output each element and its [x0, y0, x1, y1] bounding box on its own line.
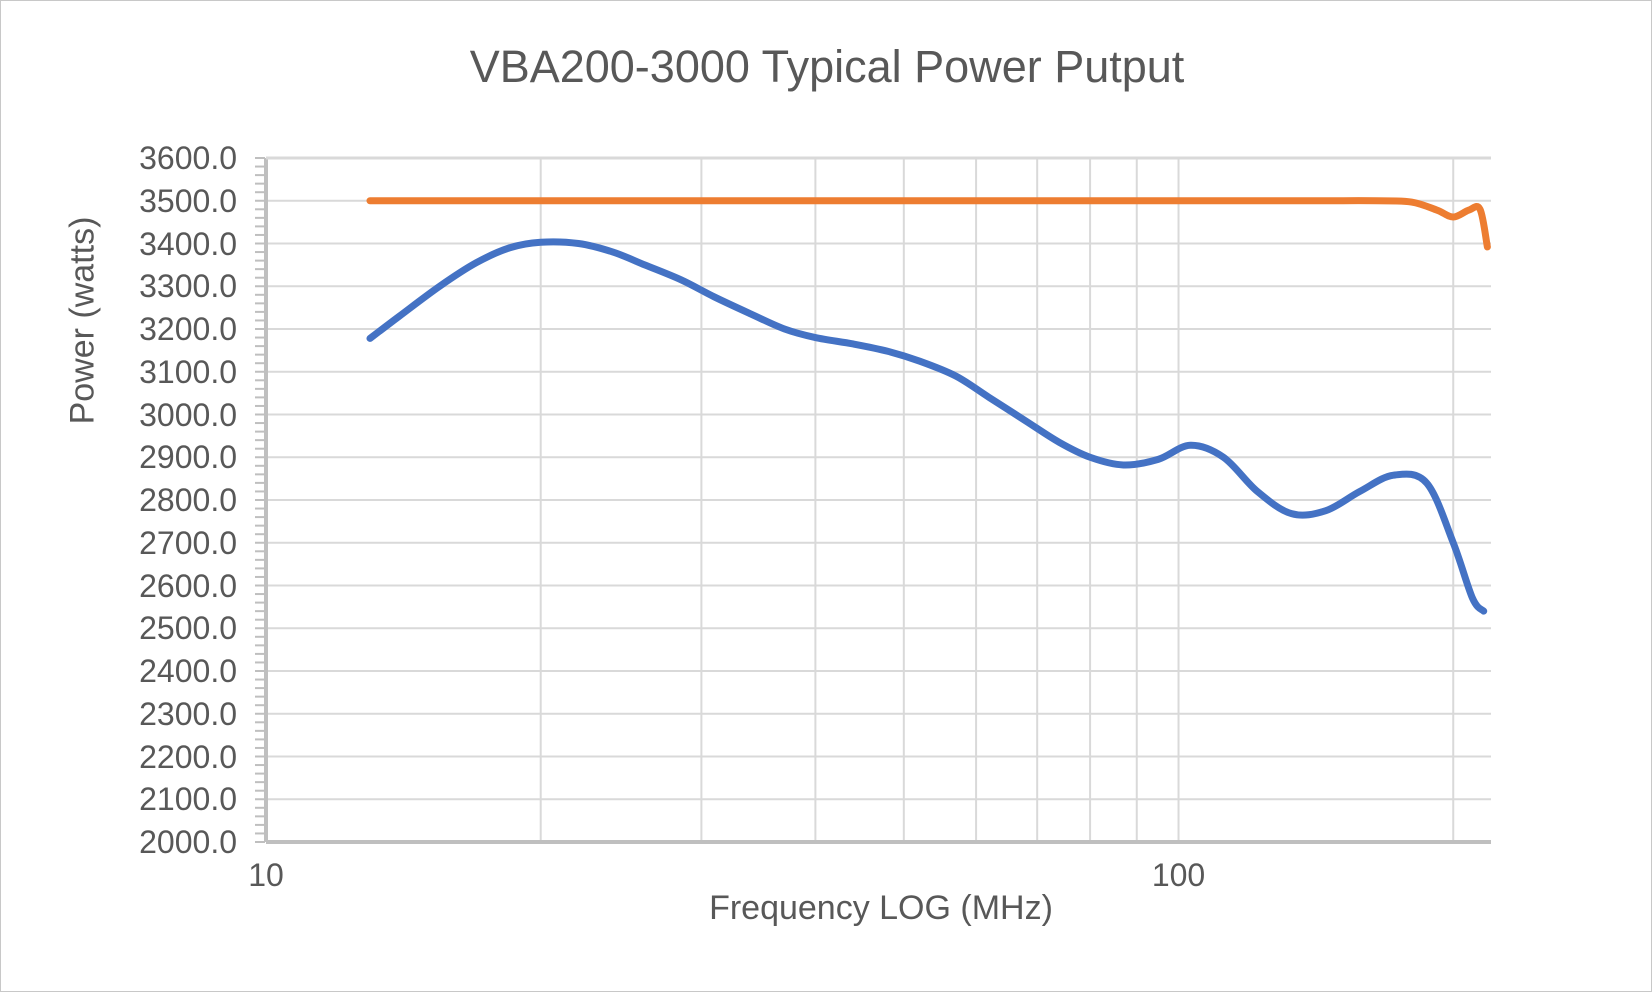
y-axis-tick-label: 2200.0 [139, 738, 237, 775]
y-axis-tick-label: 3600.0 [139, 140, 237, 176]
x-axis-tick-label: 100 [1151, 857, 1206, 893]
horizontal-gridlines [266, 157, 1491, 843]
axis-lines [264, 156, 1491, 844]
vertical-gridlines [539, 158, 1455, 842]
y-axis-tick-label: 2400.0 [139, 653, 237, 689]
y-axis-tick-label: 2600.0 [139, 567, 237, 604]
y-axis-tick-label: 3100.0 [139, 353, 237, 390]
y-axis-tick-label: 3400.0 [139, 225, 237, 262]
y-axis-tick-label: 2300.0 [139, 695, 237, 732]
y-axis-tick-label: 2100.0 [139, 781, 237, 818]
series-line-0 [366, 238, 1488, 615]
x-axis-tick-label: 10 [248, 857, 284, 893]
x-axis-title: Frequency LOG (MHz) [709, 889, 1053, 927]
y-axis-tick-label: 3500.0 [139, 182, 237, 219]
y-axis-tick-labels: 3600.0 3500.0 3400.0 3300.0 3200.0 3100.0 3000… [111, 140, 237, 858]
y-axis-tick-label: 2000.0 [139, 824, 237, 860]
x-axis-tick-labels: 10 100 [1, 859, 1652, 905]
y-axis-tick-label: 2800.0 [139, 482, 237, 518]
data-series [366, 197, 1491, 615]
y-axis-tick-label: 2700.0 [139, 524, 237, 561]
y-axis-tick-label: 3200.0 [139, 311, 237, 347]
y-axis-tick-label: 3300.0 [139, 268, 237, 305]
series-line-1 [366, 197, 1491, 251]
y-axis-minor-ticks [255, 157, 265, 843]
chart-title: VBA200-3000 Typical Power Putput [469, 41, 1185, 92]
y-axis-tick-label: 2500.0 [139, 610, 237, 647]
y-axis-tick-label: 2900.0 [139, 439, 237, 476]
y-axis-tick-label: 3000.0 [139, 396, 237, 433]
